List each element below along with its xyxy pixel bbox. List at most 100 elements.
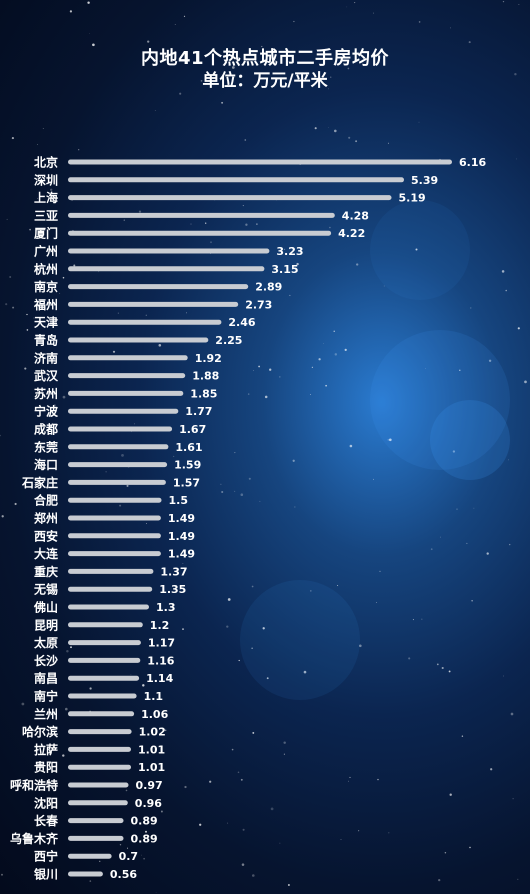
- star: [227, 59, 229, 61]
- star: [253, 370, 254, 372]
- bar: [68, 764, 131, 770]
- star: [1, 873, 3, 876]
- star: [349, 444, 353, 448]
- value-label: 1.85: [190, 387, 217, 400]
- bar: [68, 586, 153, 592]
- category-label: 南昌: [34, 671, 58, 686]
- value-label: 0.89: [131, 815, 158, 828]
- value-label: 0.7: [119, 850, 139, 863]
- star: [490, 768, 493, 771]
- star: [199, 823, 202, 826]
- star: [456, 508, 458, 510]
- star: [220, 483, 222, 485]
- star: [53, 404, 56, 407]
- star: [510, 712, 514, 716]
- star: [261, 45, 263, 48]
- star: [517, 878, 519, 880]
- star: [182, 628, 184, 631]
- star: [292, 459, 295, 462]
- bar: [68, 426, 173, 432]
- star: [227, 598, 231, 601]
- star: [387, 142, 389, 144]
- star: [221, 101, 224, 104]
- star: [173, 455, 175, 457]
- star: [264, 395, 268, 399]
- bar: [68, 462, 168, 468]
- value-label: 1.88: [192, 370, 219, 383]
- bar: [68, 746, 131, 752]
- star: [486, 552, 489, 555]
- bar: [68, 159, 452, 165]
- star: [452, 450, 456, 453]
- star: [37, 197, 39, 199]
- star: [310, 394, 311, 395]
- star: [333, 330, 335, 332]
- value-label: 1.37: [160, 565, 187, 578]
- star: [346, 6, 348, 8]
- star: [237, 771, 240, 774]
- category-label: 南宁: [34, 689, 58, 704]
- star: [412, 619, 414, 621]
- star: [234, 490, 236, 492]
- value-label: 0.89: [131, 832, 158, 845]
- star: [469, 846, 471, 849]
- star: [245, 223, 248, 226]
- bar: [68, 266, 265, 272]
- star: [347, 67, 350, 70]
- bar: [68, 568, 154, 574]
- star: [418, 21, 421, 23]
- star: [184, 785, 187, 789]
- star: [210, 253, 211, 254]
- category-label: 深圳: [34, 172, 58, 187]
- bar: [68, 195, 392, 201]
- star: [182, 563, 184, 564]
- star: [471, 600, 473, 602]
- star: [337, 584, 339, 587]
- category-label: 青岛: [34, 333, 58, 348]
- category-label: 哈尔滨: [22, 724, 58, 739]
- star: [501, 270, 505, 273]
- star: [439, 536, 441, 538]
- star: [329, 76, 332, 78]
- star: [449, 793, 452, 796]
- star: [50, 188, 53, 191]
- star: [1, 515, 4, 518]
- category-label: 苏州: [34, 386, 58, 401]
- star: [154, 110, 156, 111]
- star: [73, 264, 76, 267]
- star: [141, 854, 142, 856]
- category-label: 成都: [34, 422, 58, 437]
- star: [12, 306, 15, 309]
- star: [126, 847, 129, 849]
- category-label: 兰州: [34, 706, 58, 721]
- bar: [68, 640, 141, 646]
- star: [130, 674, 132, 676]
- value-label: 1.01: [138, 743, 165, 756]
- star: [0, 434, 1, 437]
- star: [183, 15, 186, 17]
- star: [468, 41, 471, 44]
- star: [296, 262, 299, 266]
- star: [379, 570, 381, 572]
- bar: [68, 818, 124, 824]
- star: [66, 650, 69, 653]
- star: [221, 490, 224, 494]
- star: [210, 241, 212, 244]
- bar: [68, 355, 188, 361]
- star: [158, 344, 162, 347]
- star: [179, 92, 182, 95]
- star: [323, 343, 324, 344]
- star: [87, 1, 90, 4]
- star: [347, 780, 350, 782]
- star: [234, 452, 236, 454]
- star: [512, 798, 514, 800]
- star: [358, 830, 360, 832]
- value-label: 1.14: [146, 672, 173, 685]
- star: [502, 0, 505, 3]
- value-label: 1.49: [168, 548, 195, 561]
- bar: [68, 871, 103, 877]
- star: [105, 471, 107, 473]
- star: [283, 248, 286, 251]
- star: [270, 807, 274, 811]
